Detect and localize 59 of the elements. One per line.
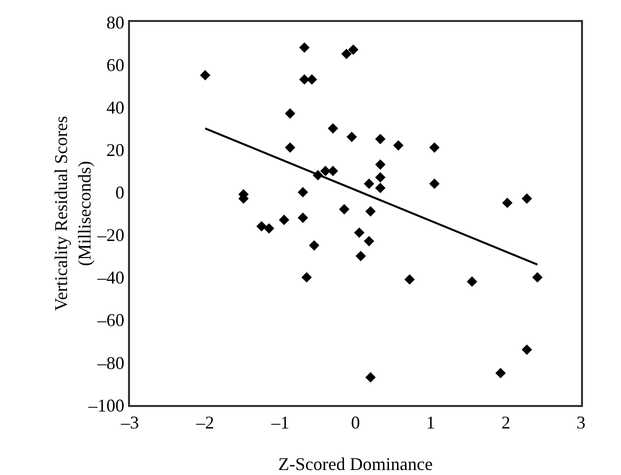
point — [466, 276, 478, 287]
point — [429, 178, 440, 189]
y-tick-label: 40 — [106, 97, 124, 118]
point — [522, 344, 532, 355]
point — [495, 368, 506, 378]
point — [299, 74, 310, 85]
x-tick-label: 3 — [576, 412, 586, 433]
y-tick-label: –80 — [96, 352, 124, 373]
y-tick-label: –100 — [87, 395, 124, 416]
y-tick-label: 0 — [115, 182, 124, 203]
x-tick-label: –3 — [120, 412, 139, 433]
point — [375, 172, 386, 183]
x-axis-title: Z-Scored Dominance — [278, 454, 433, 474]
point — [298, 212, 308, 223]
x-tick-label: –2 — [195, 412, 214, 433]
y-tick-label: 80 — [106, 12, 124, 32]
point — [328, 166, 338, 176]
point — [298, 187, 308, 198]
x-tick-label: 1 — [426, 412, 436, 433]
point — [404, 274, 415, 285]
y-tick-label: –40 — [96, 268, 124, 288]
point — [375, 182, 386, 194]
x-tick-label: –1 — [270, 412, 290, 433]
point — [375, 134, 386, 144]
point — [284, 142, 296, 153]
point — [339, 204, 350, 214]
point — [522, 193, 532, 204]
y-axis-title: Verticality Residual Scores (Milliseconds) — [51, 116, 94, 311]
x-tick-label: 0 — [351, 412, 360, 433]
point — [502, 198, 513, 208]
point — [306, 74, 318, 85]
point — [354, 227, 364, 238]
point — [364, 236, 374, 246]
point — [284, 108, 296, 119]
point — [375, 159, 386, 170]
point — [256, 221, 267, 232]
point — [278, 214, 290, 226]
y-tick-label: –60 — [96, 310, 124, 330]
point — [328, 123, 338, 134]
point — [264, 223, 274, 234]
point — [532, 272, 543, 283]
point — [346, 132, 357, 142]
point — [364, 178, 374, 189]
point — [365, 372, 376, 383]
point — [365, 206, 376, 217]
point — [200, 70, 210, 80]
point — [348, 44, 358, 55]
y-tick-label: 60 — [106, 54, 124, 75]
point — [356, 250, 366, 262]
x-tick-label: 2 — [501, 412, 510, 433]
y-tick-label: –20 — [96, 225, 124, 246]
y-tick-label: 20 — [106, 140, 124, 160]
point — [301, 272, 312, 283]
point — [320, 166, 331, 176]
point — [308, 240, 320, 251]
point — [429, 142, 440, 153]
point — [299, 42, 310, 53]
point — [341, 48, 352, 60]
point — [393, 140, 404, 151]
